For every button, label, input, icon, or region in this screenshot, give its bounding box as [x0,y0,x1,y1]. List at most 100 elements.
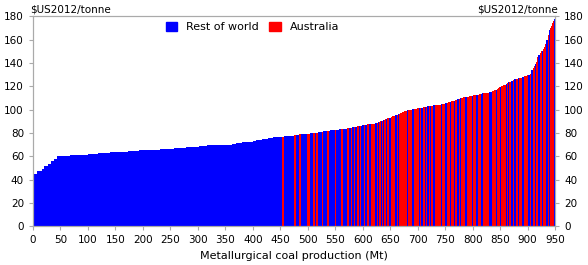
Bar [349,128,350,226]
Bar [431,106,432,226]
Bar [265,139,268,226]
Bar [417,108,419,226]
Bar [530,74,531,226]
Bar [128,151,132,226]
Bar [472,96,473,226]
Bar [76,155,82,226]
Bar [365,125,366,226]
Bar [550,28,551,226]
Bar [390,117,392,226]
Bar [544,44,546,226]
Bar [440,104,442,226]
Bar [513,80,514,226]
Bar [483,93,485,226]
Bar [543,49,544,226]
Bar [253,141,256,226]
Bar [436,105,437,226]
Bar [452,101,454,226]
Bar [322,132,323,226]
Bar [347,128,349,226]
Bar [455,100,456,226]
Bar [429,107,430,226]
Bar [378,122,379,226]
Bar [61,156,66,226]
Bar [382,121,383,226]
Bar [372,123,374,226]
Bar [343,129,345,226]
Bar [395,115,396,226]
Bar [527,75,528,226]
Bar [514,79,516,226]
Bar [315,133,316,226]
Bar [410,109,412,226]
Bar [448,102,450,226]
Bar [461,98,462,226]
Bar [362,125,365,226]
Bar [445,103,447,226]
Bar [268,138,272,226]
Bar [161,149,166,226]
Bar [388,118,389,226]
Bar [495,90,496,226]
Bar [457,99,459,226]
Bar [456,100,457,226]
Bar [273,137,275,226]
Bar [374,123,375,226]
Bar [392,116,394,226]
Bar [88,154,93,226]
Bar [248,142,253,226]
Bar [528,74,530,226]
Bar [506,84,507,226]
Bar [299,134,300,226]
Bar [489,92,490,226]
Bar [505,85,506,226]
Text: $US2012/tonne: $US2012/tonne [477,4,557,14]
Bar [385,119,386,226]
Bar [330,130,333,226]
Bar [424,107,425,226]
Bar [508,82,509,226]
Bar [143,151,149,226]
Bar [350,128,352,226]
Bar [450,101,452,226]
Bar [512,81,513,226]
Bar [470,96,472,226]
Bar [497,89,498,226]
Bar [399,114,400,226]
Bar [492,91,495,226]
Bar [272,138,273,226]
Bar [275,137,280,226]
Bar [433,105,435,226]
Bar [397,115,398,226]
Bar [426,107,427,226]
Bar [282,137,284,226]
Bar [280,137,282,226]
Bar [554,19,555,226]
Bar [355,127,357,226]
Bar [199,146,202,226]
Bar [361,126,362,226]
Bar [454,101,455,226]
Bar [415,109,416,226]
Bar [423,107,424,226]
Bar [333,130,335,226]
Bar [419,108,420,226]
Bar [296,135,297,226]
Bar [329,131,330,226]
Bar [316,132,318,226]
Bar [327,131,329,226]
Bar [318,132,319,226]
Bar [289,136,290,226]
Bar [546,39,547,226]
Bar [375,123,377,226]
Bar [414,109,415,226]
Bar [500,86,501,226]
Bar [476,95,477,226]
Bar [522,77,524,226]
Bar [420,108,421,226]
Bar [352,127,353,226]
Bar [345,129,347,226]
Bar [435,105,436,226]
Bar [490,92,492,226]
Bar [236,143,242,226]
